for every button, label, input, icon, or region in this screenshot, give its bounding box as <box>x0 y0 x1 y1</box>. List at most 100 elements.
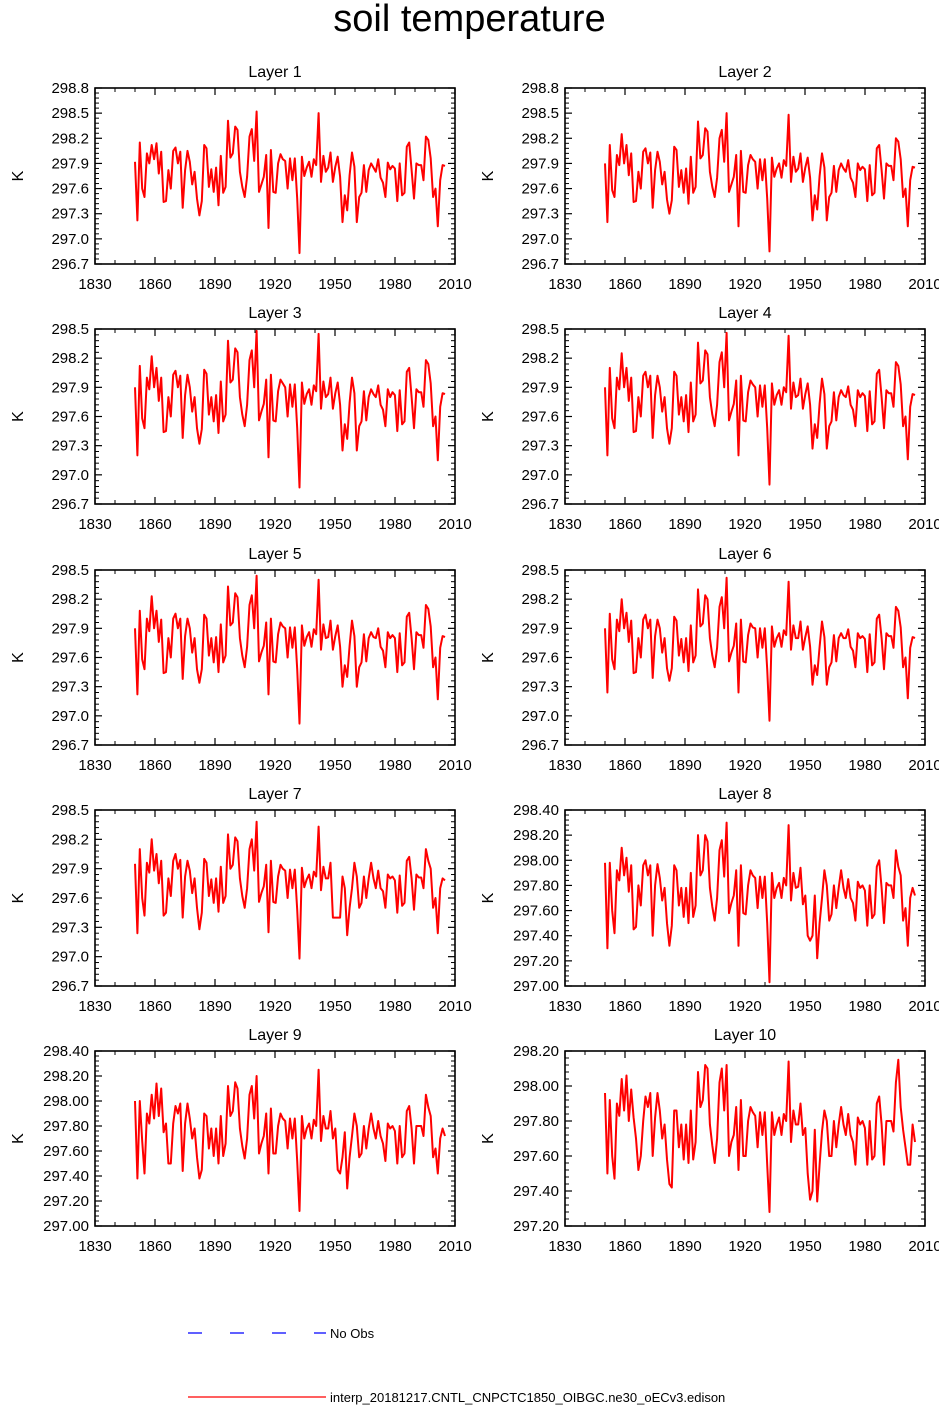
y-tick-label: 297.0 <box>51 949 89 966</box>
series-line <box>134 574 446 725</box>
x-tick-label: 1950 <box>318 1238 351 1255</box>
series-line <box>604 576 916 722</box>
x-tick-label: 1920 <box>728 757 761 774</box>
y-tick-label: 297.0 <box>51 467 89 484</box>
panel-title: Layer 1 <box>248 64 301 81</box>
y-tick-label: 297.6 <box>521 650 559 667</box>
x-tick-label: 1920 <box>258 998 291 1015</box>
y-tick-label: 297.3 <box>51 206 89 223</box>
y-tick-label: 297.6 <box>51 181 89 198</box>
series-line <box>134 329 446 489</box>
x-tick-label: 1920 <box>728 998 761 1015</box>
chart-panel-3: 1830 1860 1890 1920 1950 1980 2010 296.7 297.0 29… <box>10 305 472 533</box>
x-tick-label: 1980 <box>848 276 881 293</box>
x-tick-label: 1980 <box>378 1238 411 1255</box>
y-tick-label: 297.6 <box>521 181 559 198</box>
y-tick-label: 297.00 <box>513 978 559 995</box>
y-tick-label: 297.0 <box>51 231 89 248</box>
panel-title: Layer 2 <box>718 64 771 81</box>
y-tick-label: 297.0 <box>521 708 559 725</box>
x-tick-label: 1860 <box>138 516 171 533</box>
y-tick-label: 297.3 <box>51 438 89 455</box>
y-tick-label: 297.3 <box>51 679 89 696</box>
y-tick-label: 298.5 <box>51 802 89 819</box>
y-tick-label: 297.6 <box>51 890 89 907</box>
x-tick-label: 1860 <box>608 757 641 774</box>
y-tick-label: 297.6 <box>521 409 559 426</box>
x-tick-label: 1950 <box>788 276 821 293</box>
y-tick-label: 297.6 <box>51 650 89 667</box>
x-tick-label: 1830 <box>548 1238 581 1255</box>
x-tick-label: 1860 <box>138 757 171 774</box>
chart-panel-4: 1830 1860 1890 1920 1950 1980 2010 296.7 297.0 29… <box>480 305 939 533</box>
y-tick-label: 297.60 <box>513 1148 559 1165</box>
x-tick-label: 1830 <box>78 1238 111 1255</box>
y-tick-label: 298.5 <box>521 562 559 579</box>
legend: No Obs interp_20181217.CNTL_CNPCTC1850_O… <box>188 1326 725 1405</box>
series-line <box>134 820 446 960</box>
y-tick-label: 297.3 <box>521 438 559 455</box>
series-line <box>604 331 916 486</box>
chart-panel-2: 1830 1860 1890 1920 1950 1980 2010 296.7 297.0 29… <box>480 64 939 293</box>
x-tick-label: 2010 <box>908 276 939 293</box>
x-tick-label: 1830 <box>548 757 581 774</box>
x-tick-label: 1890 <box>668 757 701 774</box>
chart-panel-7: 1830 1860 1890 1920 1950 1980 2010 296.7 297.0 29… <box>10 786 472 1015</box>
x-tick-label: 2010 <box>438 757 471 774</box>
y-tick-label: 297.80 <box>513 877 559 894</box>
y-tick-label: 297.00 <box>43 1218 89 1235</box>
y-tick-label: 297.0 <box>521 231 559 248</box>
x-tick-label: 1890 <box>668 1238 701 1255</box>
y-tick-label: 298.40 <box>513 802 559 819</box>
y-tick-label: 298.5 <box>51 105 89 122</box>
y-tick-label: 297.9 <box>51 379 89 396</box>
y-tick-label: 298.2 <box>521 350 559 367</box>
y-tick-label: 297.40 <box>513 928 559 945</box>
y-tick-label: 297.9 <box>521 379 559 396</box>
y-tick-label: 298.2 <box>51 831 89 848</box>
panel-title: Layer 10 <box>714 1027 776 1044</box>
x-tick-label: 1830 <box>548 516 581 533</box>
x-tick-label: 1920 <box>258 757 291 774</box>
y-tick-label: 297.80 <box>43 1118 89 1135</box>
x-tick-label: 1830 <box>78 757 111 774</box>
chart-panel-1: 1830 1860 1890 1920 1950 1980 2010 296.7 297.0 29… <box>10 64 472 293</box>
y-tick-label: 297.3 <box>521 679 559 696</box>
y-axis-label: K <box>480 1133 497 1144</box>
y-tick-label: 298.20 <box>513 827 559 844</box>
x-tick-label: 1920 <box>728 516 761 533</box>
y-tick-label: 297.3 <box>51 919 89 936</box>
x-tick-label: 1980 <box>378 516 411 533</box>
y-tick-label: 297.9 <box>51 155 89 172</box>
y-axis-label: K <box>480 411 497 422</box>
y-tick-label: 297.20 <box>513 1218 559 1235</box>
y-axis-label: K <box>480 892 497 903</box>
x-tick-label: 1920 <box>258 516 291 533</box>
y-tick-label: 297.0 <box>51 708 89 725</box>
panel-title: Layer 5 <box>248 546 301 563</box>
y-tick-label: 297.9 <box>521 620 559 637</box>
x-tick-label: 1980 <box>848 516 881 533</box>
panel-title: Layer 3 <box>248 305 301 322</box>
y-axis-label: K <box>10 652 27 663</box>
legend-obs-label: No Obs <box>330 1326 375 1341</box>
y-tick-label: 296.7 <box>51 256 89 273</box>
x-tick-label: 1860 <box>608 1238 641 1255</box>
y-axis-label: K <box>10 411 27 422</box>
y-axis-label: K <box>10 170 27 181</box>
y-tick-label: 297.6 <box>51 409 89 426</box>
x-tick-label: 2010 <box>908 516 939 533</box>
y-tick-label: 298.2 <box>51 350 89 367</box>
y-tick-label: 298.5 <box>51 321 89 338</box>
y-axis-label: K <box>10 892 27 903</box>
y-tick-label: 297.9 <box>51 620 89 637</box>
y-tick-label: 298.00 <box>513 852 559 869</box>
y-tick-label: 298.00 <box>43 1093 89 1110</box>
y-tick-label: 298.2 <box>51 591 89 608</box>
series-line <box>134 110 446 255</box>
y-tick-label: 296.7 <box>521 496 559 513</box>
y-tick-label: 298.8 <box>521 80 559 97</box>
y-tick-label: 297.80 <box>513 1113 559 1130</box>
x-tick-label: 1860 <box>138 276 171 293</box>
